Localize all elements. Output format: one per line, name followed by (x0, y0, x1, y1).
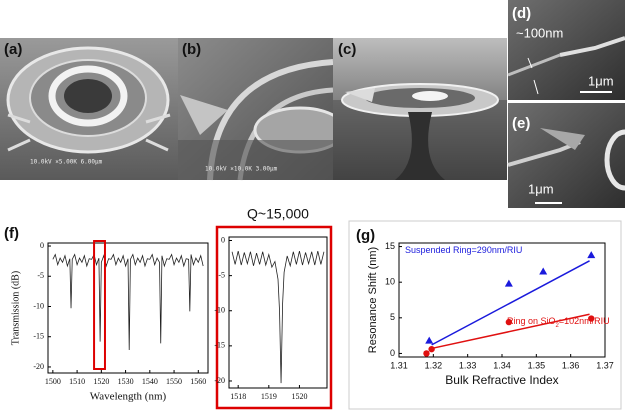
scale-label: 1μm (588, 73, 614, 88)
plot-area (47, 242, 209, 374)
spectrum-line (52, 253, 204, 351)
x-axis-label: Bulk Refractive Index (445, 373, 558, 387)
sem-image-d (507, 0, 625, 100)
y-tick-label: 5 (390, 312, 395, 322)
sem-caption: 10.0kV ×10.0K 3.00μm (205, 166, 278, 173)
x-tick-label: 1518 (230, 392, 246, 401)
y-axis-label: Resonance Shift (nm) (367, 247, 379, 353)
y-tick-label: 0 (221, 235, 225, 244)
panel-label: (c) (338, 41, 356, 58)
x-tick-label: 1540 (142, 377, 158, 386)
scale-label: 1μm (528, 181, 554, 196)
y-tick-label: -10 (33, 301, 44, 310)
point (505, 318, 513, 326)
y-tick-label: -20 (33, 362, 44, 371)
x-axis-label: Wavelength (nm) (90, 391, 167, 403)
x-tick-label: 1510 (69, 377, 85, 386)
x-tick-label: 1560 (190, 377, 206, 386)
x-tick-label: 1500 (45, 377, 61, 386)
point (587, 251, 596, 259)
spectrum-line (231, 250, 325, 384)
point (539, 267, 548, 275)
annotation: Suspended Ring=290nm/RIU (405, 245, 522, 255)
y-tick-label: 0 (40, 241, 44, 250)
annotation-part: Ring on SiO (507, 316, 556, 326)
zoom-frame (215, 225, 333, 410)
sem-image-b (178, 38, 347, 181)
panel-label: (f) (4, 225, 19, 242)
x-tick-label: 1.36 (562, 360, 580, 370)
y-tick-label: -15 (214, 341, 225, 350)
x-tick-label: 1519 (261, 392, 277, 401)
highlight-box (93, 240, 106, 370)
x-tick-label: 1.37 (596, 360, 614, 370)
sem-image-a (0, 38, 178, 180)
annotation: ~100nm (516, 25, 563, 40)
y-tick-label: -20 (214, 376, 225, 385)
panel-label: (a) (4, 41, 22, 58)
x-tick-label: 1520 (291, 392, 307, 401)
point (428, 345, 435, 353)
x-tick-label: 1550 (166, 377, 182, 386)
point (588, 315, 595, 322)
x-tick-label: 1.31 (390, 360, 408, 370)
sem-caption: 10.0kV ×5.00K 6.00μm (30, 159, 103, 166)
y-tick-label: -15 (33, 332, 44, 341)
plot-area (228, 236, 328, 389)
fit-line (431, 260, 590, 346)
y-tick-label: 15 (385, 241, 395, 251)
sem-image-c (333, 38, 507, 180)
panel-label: (e) (512, 115, 530, 132)
fit-line (431, 313, 590, 350)
x-tick-label: 1.35 (528, 360, 546, 370)
point (425, 336, 434, 344)
panel-label: (b) (182, 41, 201, 58)
panel-frame (348, 220, 622, 410)
panel-label: (g) (356, 227, 375, 244)
panel-label: (d) (512, 5, 531, 22)
x-tick-label: 1.33 (459, 360, 477, 370)
point (504, 279, 513, 287)
chart-title: Q~15,000 (247, 206, 309, 222)
y-axis-label: Transmission (dB) (10, 271, 21, 345)
annotation-part: =102nm/RIU (559, 316, 610, 326)
annotation-part: 2 (556, 323, 560, 329)
point (423, 350, 430, 357)
y-tick-label: 10 (385, 277, 395, 287)
annotation-part: Suspended Ring=290nm/RIU (405, 245, 522, 255)
annotation: Ring on SiO2=102nm/RIU (507, 316, 610, 328)
y-tick-label: -10 (214, 306, 225, 315)
y-tick-label: -5 (218, 270, 225, 279)
x-tick-label: 1.34 (493, 360, 511, 370)
x-tick-label: 1.32 (425, 360, 443, 370)
x-tick-label: 1530 (118, 377, 134, 386)
sem-image-e (507, 103, 625, 208)
y-tick-label: 0 (390, 348, 395, 358)
x-tick-label: 1520 (93, 377, 109, 386)
y-tick-label: -5 (37, 271, 44, 280)
